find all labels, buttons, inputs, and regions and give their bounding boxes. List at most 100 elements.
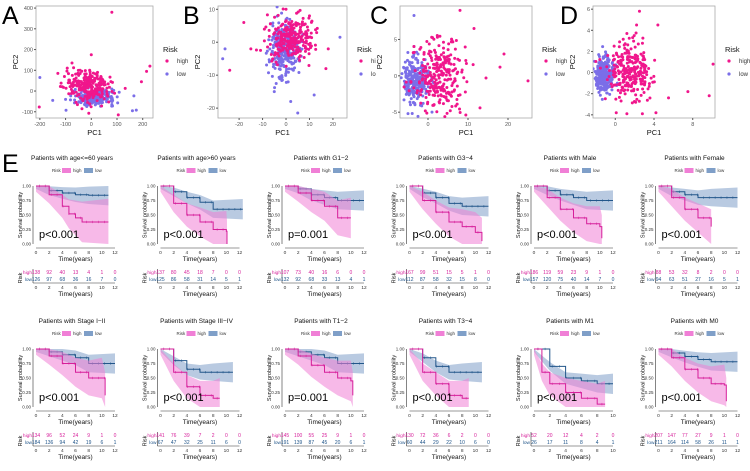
y-tick-label: 1.00 [271, 184, 280, 189]
km-title: Patients with Stage I−II [39, 318, 106, 325]
x-axis-label: PC1 [459, 128, 474, 137]
x-tick-label: 4 [559, 250, 562, 256]
point-high [614, 97, 618, 101]
y-tick-label: 0.25 [147, 390, 156, 395]
risk-count-high: 141 [156, 433, 165, 439]
y-tick-label: 0.50 [396, 213, 405, 218]
point-high [92, 92, 96, 96]
risk-x-tick-label: 8 [710, 285, 713, 291]
point-high [430, 35, 434, 39]
point-high [453, 47, 457, 51]
point-high [427, 42, 431, 46]
point-high [425, 75, 429, 79]
y-axis-label: Survival probability [641, 355, 647, 401]
point-high [632, 87, 636, 91]
x-tick-label: 0 [159, 413, 162, 419]
risk-x-tick-label: 8 [710, 448, 713, 454]
point-low [64, 97, 68, 101]
y-tick-label: 0.75 [396, 361, 405, 366]
risk-count-high: 119 [543, 270, 551, 276]
point-high [629, 75, 633, 79]
ci-band-high [285, 349, 353, 407]
x-tick-label: 6 [74, 413, 77, 419]
point-high [88, 102, 92, 106]
risk-table-label: Risk [392, 435, 398, 446]
point-high [463, 45, 467, 49]
legend-key [544, 59, 548, 63]
point-high [635, 23, 639, 27]
legend-label: high [696, 168, 705, 173]
point-high [636, 42, 640, 46]
point-high [594, 59, 598, 63]
point-high [418, 71, 422, 75]
point-high [441, 63, 445, 67]
y-tick-label: 0.75 [645, 198, 654, 203]
risk-x-tick-label: 4 [310, 285, 313, 291]
panel-label-D: D [560, 2, 578, 30]
legend-key [544, 72, 548, 76]
y-tick-label: 1.00 [271, 347, 280, 352]
point-low [593, 67, 595, 71]
y-tick-label: 1.00 [520, 347, 529, 352]
risk-count-low: 94 [60, 440, 66, 446]
risk-x-tick-label: 10 [722, 285, 728, 291]
point-low [291, 56, 295, 60]
risk-x-axis-label: Time(years) [432, 291, 466, 298]
risk-count-low: 0 [238, 440, 241, 446]
point-high [437, 55, 441, 59]
point-high [276, 36, 280, 40]
point-low [270, 74, 274, 78]
point-high [639, 66, 643, 70]
y-tick-label: 5 [394, 37, 397, 43]
point-high [297, 40, 301, 44]
legend-label: low [718, 168, 726, 173]
risk-count-low: 14 [210, 277, 216, 283]
risk-count-low: 10 [459, 440, 465, 446]
x-tick-label: 10 [610, 413, 616, 419]
point-high [281, 48, 285, 52]
point-high [612, 44, 616, 48]
point-low [406, 74, 410, 78]
point-low [285, 67, 289, 71]
point-high [628, 67, 632, 71]
point-high [89, 53, 93, 57]
survival-curve-high [285, 348, 354, 396]
pca-plot-B: -20 -10 0 10 20 -20 -10 0 10 PC1 PC2 Risk hi lo [193, 5, 376, 137]
risk-count-low: 92 [295, 277, 301, 283]
x-axis-label: PC1 [87, 128, 102, 137]
point-high [621, 58, 625, 62]
risk-x-tick-label: 8 [461, 285, 464, 291]
point-high [456, 57, 460, 61]
point-low [416, 61, 420, 65]
point-high [301, 16, 305, 20]
risk-count-high: 138 [32, 270, 41, 276]
point-high [254, 48, 258, 52]
point-high [84, 81, 88, 85]
point-high [431, 66, 435, 70]
point-high [425, 89, 429, 93]
risk-count-low: 26 [708, 440, 714, 446]
point-high [654, 111, 658, 115]
point-high [139, 80, 143, 84]
risk-x-tick-label: 8 [336, 448, 339, 454]
legend-title: Risk [675, 168, 684, 173]
x-axis-label: Time(years) [307, 419, 341, 426]
point-high [443, 115, 447, 118]
point-high [110, 80, 114, 84]
x-tick-label: 10 [473, 250, 479, 256]
point-high [441, 40, 445, 44]
point-high [298, 49, 302, 53]
risk-x-tick-label: 12 [361, 285, 367, 291]
point-low [280, 11, 284, 15]
y-tick-label: 0.00 [271, 242, 280, 247]
point-high [83, 83, 87, 87]
point-low [116, 101, 120, 105]
risk-x-tick-label: 10 [473, 448, 479, 454]
x-tick-label: 0 [533, 413, 536, 419]
point-low [597, 61, 601, 65]
x-tick-label: 4 [434, 413, 437, 419]
point-high [458, 107, 462, 111]
x-tick-label: 12 [361, 250, 367, 256]
point-high [300, 20, 304, 24]
